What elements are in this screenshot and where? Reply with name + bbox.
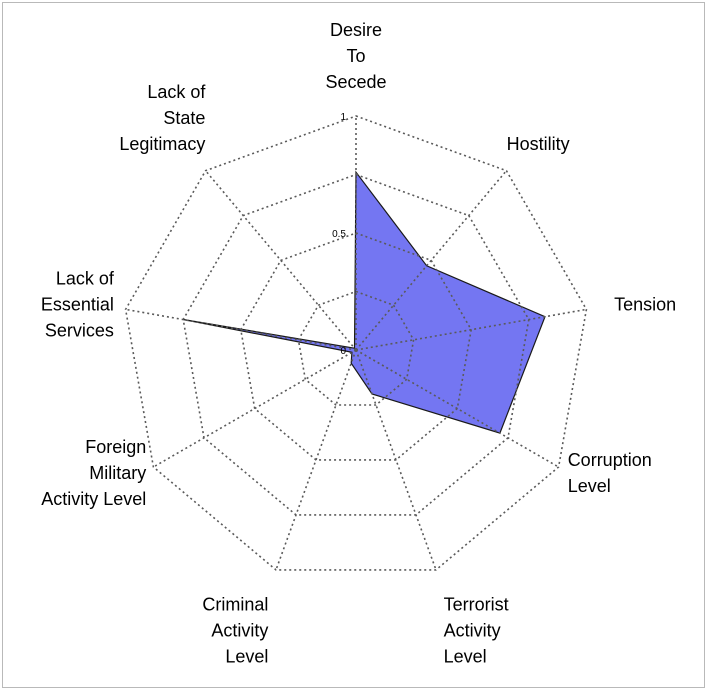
axis-label-1: Desire To Secede: [325, 20, 386, 92]
axis-label-3: Tension: [614, 295, 676, 315]
spoke-2: [355, 170, 508, 351]
spoke-4: [355, 349, 560, 468]
axis-label-line: Activity: [444, 621, 501, 641]
grid-ring-2: [239, 232, 473, 461]
grid-ring-4: [124, 115, 588, 571]
spoke-5: [355, 349, 437, 571]
tick-layer: 00.51: [332, 112, 346, 357]
axis-label-line: Activity: [211, 621, 268, 641]
axis-label-line: Terrorist: [444, 595, 509, 615]
axis-label-line: Lack of: [56, 269, 115, 289]
axis-label-line: State: [163, 108, 205, 128]
axis-label-line: Military: [89, 463, 146, 483]
axis-label-line: Activity Level: [41, 489, 146, 509]
grid-ring-1: [297, 290, 415, 406]
spoke-3: [355, 308, 587, 351]
axis-label-line: Foreign: [85, 437, 146, 457]
tick-label-1: 0: [340, 346, 346, 357]
axis-label-line: Corruption: [568, 450, 652, 470]
axis-label-line: Level: [225, 647, 268, 667]
spoke-6: [275, 349, 357, 571]
axis-label-line: Criminal: [202, 595, 268, 615]
axis-label-8: Lack of Essential Services: [41, 269, 115, 341]
axis-label-6: Criminal Activity Level: [202, 595, 268, 667]
axis-label-9: Lack of State Legitimacy: [119, 82, 206, 154]
axis-label-7: Foreign Military Activity Level: [41, 437, 146, 509]
tick-label-2: 0.5: [332, 229, 346, 240]
spoke-7: [152, 349, 357, 468]
axis-label-line: Tension: [614, 295, 676, 315]
grid-ring-3: [182, 173, 530, 516]
axis-label-line: Hostility: [507, 134, 570, 154]
spoke-9: [204, 170, 357, 351]
axis-label-line: Lack of: [147, 82, 206, 102]
axis-label-line: Desire: [330, 20, 382, 40]
axis-label-line: Essential: [41, 295, 114, 315]
data-layer: [183, 170, 546, 434]
axis-label-2: Hostility: [507, 134, 570, 154]
axis-label-line: Secede: [325, 72, 386, 92]
tick-label-3: 1: [340, 112, 346, 123]
axis-label-4: Corruption Level: [568, 450, 652, 496]
axis-label-line: Level: [568, 476, 611, 496]
axis-label-line: To: [346, 46, 365, 66]
axis-label-line: Services: [45, 321, 114, 341]
data-area: [183, 170, 546, 434]
spoke-8: [125, 308, 357, 351]
axis-label-line: Level: [444, 647, 487, 667]
label-layer: Desire To Secede Hostility Tension Corruption…: [41, 20, 676, 667]
grid-layer: [124, 115, 588, 571]
axis-label-line: Legitimacy: [119, 134, 205, 154]
axis-label-5: Terrorist Activity Level: [444, 595, 509, 667]
